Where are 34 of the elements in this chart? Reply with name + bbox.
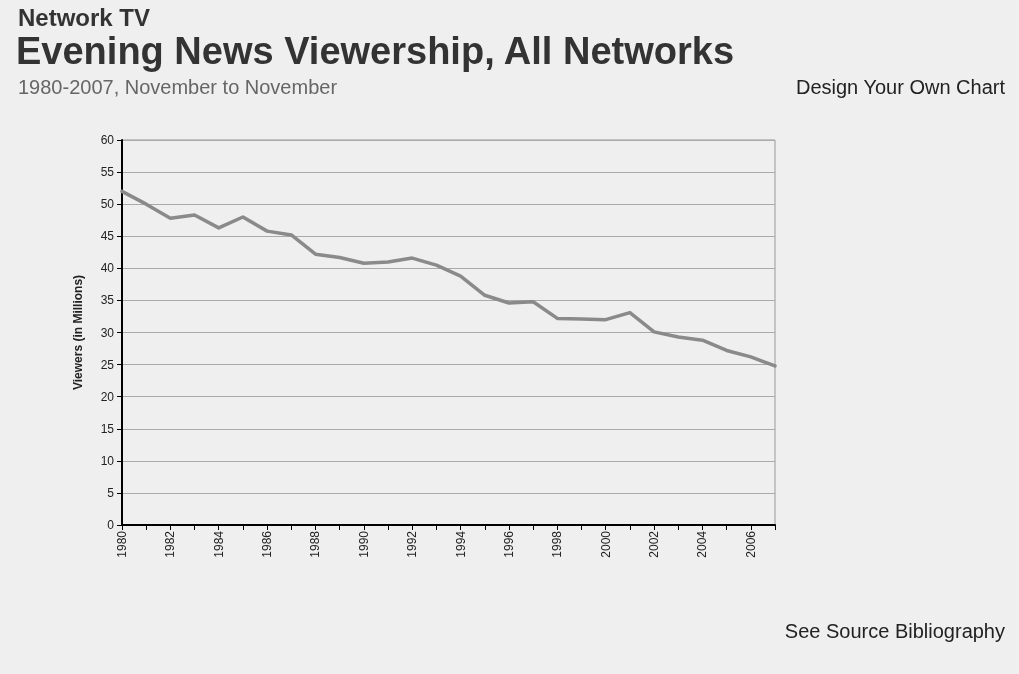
y-tick-label: 50: [100, 197, 115, 212]
line-series: [120, 189, 777, 368]
x-tick-label: 1992: [405, 530, 420, 558]
x-tick-label: 1984: [211, 530, 226, 558]
text: Network TV: [18, 4, 151, 32]
text: See Source Bibliography: [784, 620, 1005, 643]
x-tick-label: 1982: [163, 530, 178, 558]
y-tick-label: 25: [100, 357, 115, 372]
y-tick-label: 10: [100, 453, 115, 468]
y-tick-label: 55: [100, 165, 115, 180]
y-tick-label: 60: [100, 133, 115, 147]
x-tick-label: 1986: [260, 530, 275, 558]
chart-title: Evening News Viewership, All Networks: [16, 30, 735, 73]
y-tick-label: 45: [100, 229, 115, 244]
x-tick-label: 1980: [115, 530, 129, 558]
y-tick-label: 0: [107, 518, 115, 532]
x-tick-label: 2006: [743, 530, 758, 558]
x-tick-label: 2004: [695, 530, 710, 558]
y-tick-label: 30: [100, 325, 115, 340]
x-tick-label: 2000: [598, 530, 613, 558]
x-tick-label: 1994: [453, 530, 468, 558]
x-tick-label: 1998: [550, 530, 565, 558]
text: Design Your Own Chart: [795, 76, 1005, 99]
y-tick-label: 35: [100, 293, 115, 308]
y-tick-label: 40: [100, 261, 115, 276]
x-tick-label: 2002: [647, 530, 662, 558]
y-tick-label: 20: [100, 389, 115, 404]
x-tick-label: 1996: [501, 530, 516, 558]
x-tick-label: 1990: [356, 530, 371, 558]
y-axis-title: Viewers (in Millions): [71, 274, 85, 391]
x-tick-label: 1988: [308, 530, 323, 558]
y-tick-label: 5: [107, 485, 115, 500]
y-tick-label: 15: [100, 421, 115, 436]
chart-subtitle: 1980-2007, November to November: [18, 76, 338, 99]
